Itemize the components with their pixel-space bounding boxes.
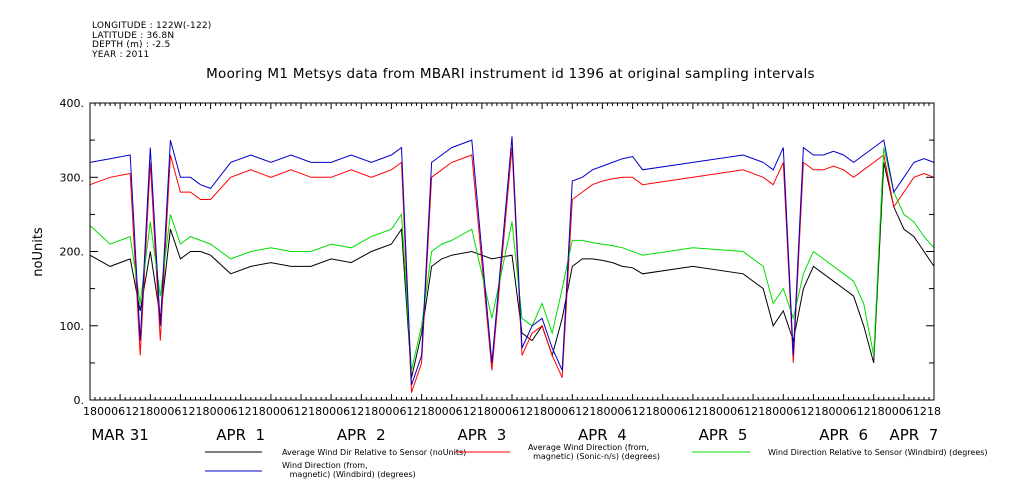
x-tick-label: 06 bbox=[280, 405, 294, 418]
x-day-label: APR 3 bbox=[457, 426, 506, 444]
x-tick-label: 18 bbox=[308, 405, 322, 418]
legend-label-3: Wind Direction Relative to Sensor (Windb… bbox=[768, 448, 988, 457]
series-line-2 bbox=[89, 147, 935, 393]
x-tick-label: 06 bbox=[505, 405, 519, 418]
series-line-4 bbox=[89, 136, 935, 386]
x-tick-label: 06 bbox=[561, 405, 575, 418]
depth-label: DEPTH (m) : -2.5 bbox=[92, 40, 171, 50]
x-tick-label: 18 bbox=[927, 405, 941, 418]
year-label: YEAR : 2011 bbox=[92, 49, 150, 60]
x-tick-label: 00 bbox=[604, 405, 618, 418]
y-tick-label: 200. bbox=[60, 246, 85, 259]
x-tick-label: 00 bbox=[322, 405, 336, 418]
x-tick-label: 06 bbox=[730, 405, 744, 418]
y-tick-label: 0. bbox=[74, 394, 85, 407]
x-tick-label: 06 bbox=[674, 405, 688, 418]
x-day-label: APR 2 bbox=[337, 426, 386, 444]
x-tick-label: 12 bbox=[350, 405, 364, 418]
x-tick-label: 18 bbox=[871, 405, 885, 418]
series-layer bbox=[89, 136, 935, 393]
legend-label-1: Average Wind Dir Relative to Sensor (noU… bbox=[282, 448, 466, 457]
x-tick-label: 12 bbox=[913, 405, 927, 418]
x-day-label: APR 5 bbox=[699, 426, 748, 444]
x-tick-label: 00 bbox=[378, 405, 392, 418]
x-tick-label: 18 bbox=[421, 405, 435, 418]
x-tick-label: 18 bbox=[702, 405, 716, 418]
x-tick-label: 00 bbox=[885, 405, 899, 418]
x-day-label: APR 6 bbox=[819, 426, 868, 444]
series-line-3 bbox=[89, 147, 935, 371]
metadata-block: LONGITUDE : 122W(-122) LATITUDE : 36.8N … bbox=[92, 21, 212, 60]
x-tick-label: 12 bbox=[182, 405, 196, 418]
x-day-label: APR 7 bbox=[889, 426, 938, 444]
x-tick-label: 00 bbox=[435, 405, 449, 418]
x-tick-label: 12 bbox=[463, 405, 477, 418]
x-tick-label: 12 bbox=[575, 405, 589, 418]
x-tick-label: 12 bbox=[632, 405, 646, 418]
x-tick-label: 18 bbox=[196, 405, 210, 418]
x-tick-label: 12 bbox=[857, 405, 871, 418]
y-tick-label: 400. bbox=[60, 97, 85, 110]
x-tick-label: 06 bbox=[224, 405, 238, 418]
x-tick-label: 00 bbox=[97, 405, 111, 418]
x-tick-label: 12 bbox=[519, 405, 533, 418]
x-day-label: APR 4 bbox=[578, 426, 627, 444]
x-tick-label: 06 bbox=[393, 405, 407, 418]
x-tick-label: 18 bbox=[139, 405, 153, 418]
x-tick-label: 00 bbox=[153, 405, 167, 418]
x-tick-label: 12 bbox=[407, 405, 421, 418]
legend: Average Wind Dir Relative to Sensor (noU… bbox=[205, 443, 988, 479]
legend-label-4: Wind Direction (from, magnetic) (Windbir… bbox=[282, 461, 416, 479]
x-tick-label: 18 bbox=[364, 405, 378, 418]
x-tick-label: 00 bbox=[829, 405, 843, 418]
x-tick-label: 18 bbox=[589, 405, 603, 418]
x-tick-label: 12 bbox=[744, 405, 758, 418]
x-tick-label: 18 bbox=[758, 405, 772, 418]
x-tick-label: 18 bbox=[533, 405, 547, 418]
x-tick-label: 06 bbox=[111, 405, 125, 418]
longitude-label: LONGITUDE : 122W(-122) bbox=[92, 21, 212, 31]
x-tick-label: 00 bbox=[547, 405, 561, 418]
x-tick-label: 12 bbox=[688, 405, 702, 418]
x-tick-label: 00 bbox=[210, 405, 224, 418]
y-tick-label: 300. bbox=[60, 171, 85, 184]
x-tick-label: 06 bbox=[449, 405, 463, 418]
x-tick-label: 18 bbox=[815, 405, 829, 418]
x-tick-label: 18 bbox=[83, 405, 97, 418]
x-tick-label: 00 bbox=[772, 405, 786, 418]
x-tick-label: 00 bbox=[266, 405, 280, 418]
x-tick-label: 00 bbox=[660, 405, 674, 418]
x-tick-label: 06 bbox=[336, 405, 350, 418]
chart-title: Mooring M1 Metsys data from MBARI instru… bbox=[206, 66, 815, 82]
x-tick-label: 00 bbox=[716, 405, 730, 418]
y-tick-label: 100. bbox=[60, 320, 85, 333]
x-tick-label: 18 bbox=[477, 405, 491, 418]
x-day-label: MAR 31 bbox=[91, 426, 148, 444]
x-tick-label: 12 bbox=[294, 405, 308, 418]
x-tick-label: 12 bbox=[238, 405, 252, 418]
latitude-label: LATITUDE : 36.8N bbox=[92, 30, 175, 41]
x-tick-label: 06 bbox=[618, 405, 632, 418]
x-tick-label: 18 bbox=[646, 405, 660, 418]
axes-layer: 0.100.200.300.400.18 00 06 12 18 00 06 12 18 00 06… bbox=[60, 97, 942, 444]
plot-frame bbox=[89, 102, 935, 401]
x-tick-label: 06 bbox=[899, 405, 913, 418]
x-tick-label: 18 bbox=[252, 405, 266, 418]
x-tick-label: 06 bbox=[843, 405, 857, 418]
x-tick-label: 00 bbox=[491, 405, 505, 418]
legend-label-2: Average Wind Direction (from, magnetic) … bbox=[528, 443, 660, 461]
y-axis-label: noUnits bbox=[31, 227, 46, 277]
x-day-label: APR 1 bbox=[216, 426, 265, 444]
x-tick-label: 06 bbox=[167, 405, 181, 418]
x-tick-label: 12 bbox=[800, 405, 814, 418]
series-line-1 bbox=[89, 162, 935, 378]
x-tick-label: 06 bbox=[786, 405, 800, 418]
x-tick-label: 12 bbox=[125, 405, 139, 418]
